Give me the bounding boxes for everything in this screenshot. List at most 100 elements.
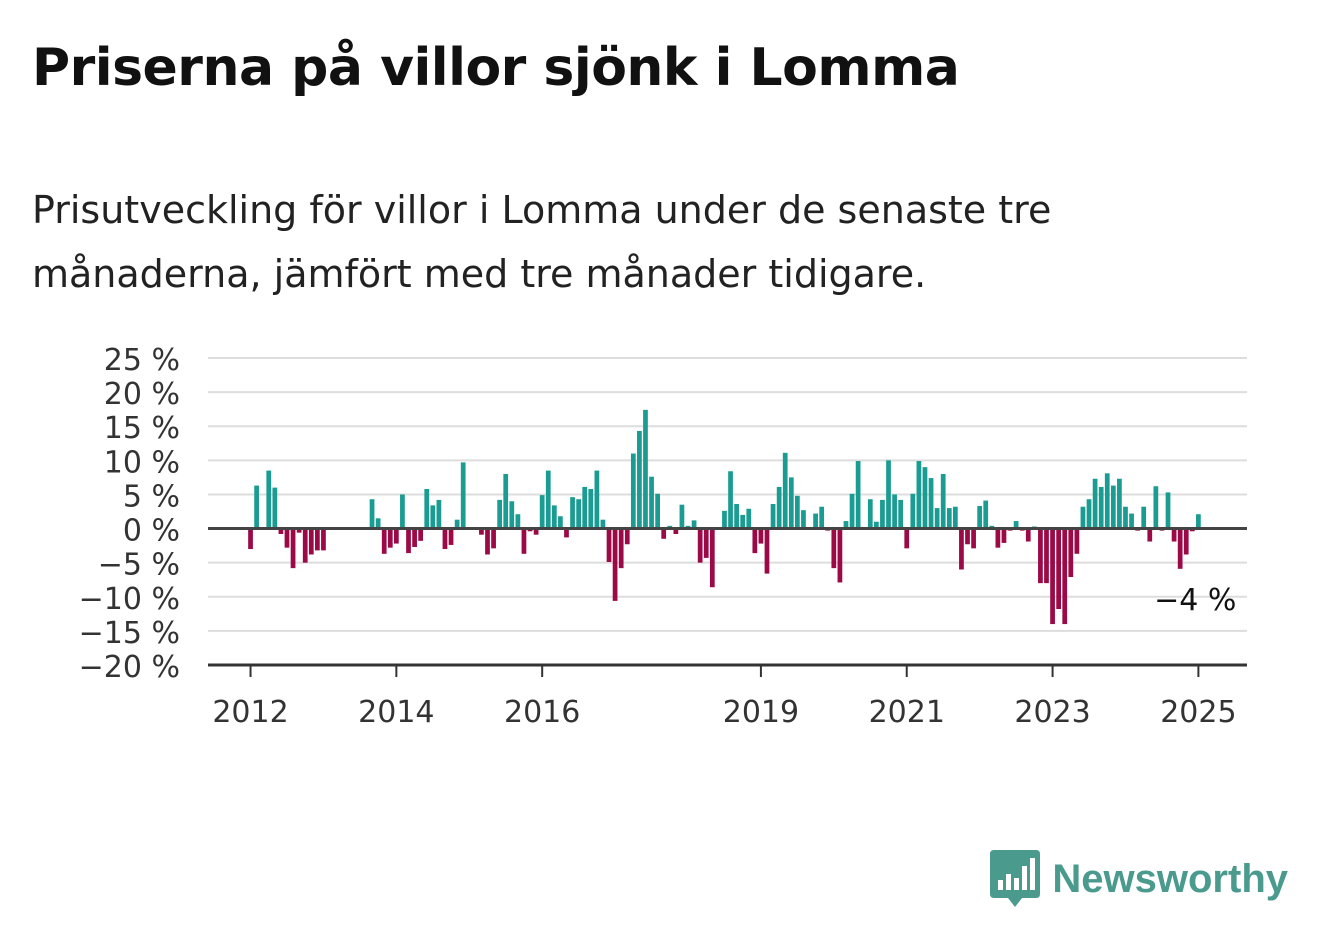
brand-name: Newsworthy (1052, 856, 1288, 901)
bar (801, 510, 806, 529)
bar (302, 528, 308, 563)
bar (369, 499, 375, 529)
bar (460, 462, 466, 529)
bar (837, 528, 843, 583)
bar (643, 409, 648, 529)
bar (1086, 499, 1092, 529)
bar (934, 508, 940, 529)
bar (272, 487, 278, 529)
bar (278, 528, 284, 535)
bar (558, 516, 563, 529)
bar (1050, 528, 1055, 625)
bar (886, 460, 891, 529)
bar (770, 504, 776, 529)
bar (1117, 478, 1122, 529)
bar (588, 488, 594, 529)
bar (497, 499, 503, 529)
bar (1038, 528, 1043, 584)
bar (977, 506, 983, 529)
bar (649, 476, 654, 529)
bar (509, 501, 515, 529)
bar (393, 528, 399, 544)
y-tick-label: 5 % (123, 479, 180, 514)
bar (1110, 485, 1116, 529)
bar (922, 467, 928, 529)
bar (315, 528, 320, 551)
bar (946, 508, 952, 529)
y-tick-label: −15 % (79, 616, 180, 651)
bar (321, 528, 326, 551)
bar (375, 518, 381, 529)
bar (442, 528, 448, 550)
y-tick-label: 10 % (104, 445, 180, 480)
bar (424, 488, 430, 529)
y-tick-label: 20 % (104, 377, 180, 412)
bar (266, 470, 272, 529)
bar (898, 499, 904, 529)
bar (1062, 528, 1068, 625)
bar (564, 528, 569, 538)
bar (1001, 528, 1007, 543)
bar-series (248, 409, 1201, 625)
bar (843, 521, 849, 529)
bar (436, 499, 442, 529)
bar (582, 486, 588, 529)
bar (959, 528, 964, 570)
bar (655, 493, 660, 529)
bar (1123, 506, 1128, 529)
bar (819, 506, 825, 529)
bar (849, 493, 855, 529)
bar (813, 513, 818, 529)
bar (576, 499, 582, 529)
x-tick-label: 2014 (358, 695, 434, 730)
grid-lines (208, 357, 1247, 632)
bar (412, 528, 417, 547)
bar (709, 528, 715, 588)
bar (831, 528, 837, 569)
bar (788, 477, 794, 529)
bar (290, 528, 296, 569)
y-tick-label: 25 % (104, 343, 180, 378)
bar (1129, 513, 1134, 529)
bar (539, 495, 545, 529)
bar (624, 528, 630, 545)
bar (764, 528, 770, 574)
bar (1074, 528, 1080, 554)
bar (928, 478, 934, 529)
bar (758, 528, 764, 544)
bar (1183, 528, 1189, 555)
bar (1098, 486, 1104, 529)
bar (1177, 528, 1183, 569)
bar (284, 528, 290, 548)
bar (691, 520, 697, 529)
bar (940, 473, 946, 529)
bar (485, 528, 490, 555)
bar (904, 528, 910, 549)
bar (1104, 473, 1110, 529)
newsworthy-logo: Newsworthy (990, 850, 1288, 908)
bar (637, 431, 642, 529)
bar (892, 494, 897, 529)
bar (387, 528, 393, 548)
bar (1056, 528, 1062, 610)
bar (1141, 506, 1147, 529)
x-tick-label: 2019 (723, 695, 799, 730)
chart-subtitle: Prisutveckling för villor i Lomma under … (32, 188, 1052, 296)
bar (746, 508, 752, 529)
bar (308, 528, 314, 555)
tick-labels: 25 %20 %15 %10 %5 %0 %−5 %−10 %−15 %−20 … (79, 343, 1237, 730)
y-tick-label: −10 % (79, 582, 180, 617)
bar (873, 521, 879, 529)
bar (703, 528, 709, 558)
bar (515, 514, 521, 529)
bar (983, 500, 989, 529)
bar (406, 528, 411, 554)
bar (594, 470, 600, 529)
bar (1013, 521, 1019, 529)
x-tick-label: 2016 (504, 695, 580, 730)
bar (296, 528, 302, 533)
bar (479, 528, 484, 535)
bar (1147, 528, 1153, 542)
bar (971, 528, 976, 549)
bar (381, 528, 387, 554)
